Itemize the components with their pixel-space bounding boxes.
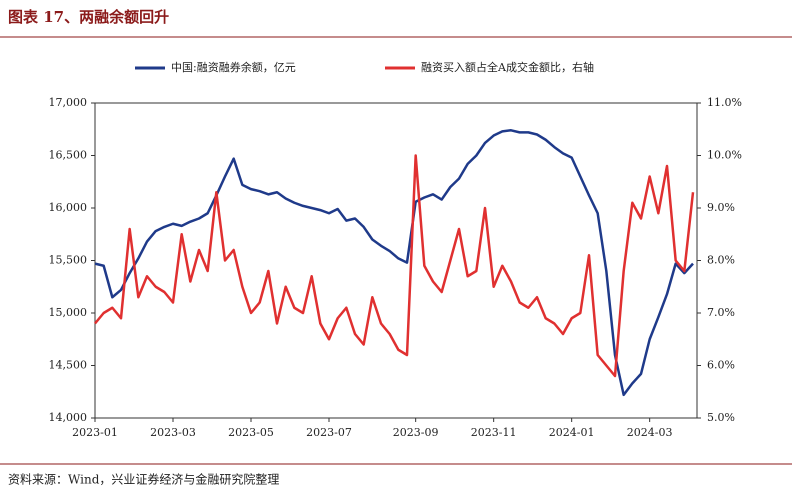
y2-tick-label: 9.0% bbox=[707, 201, 735, 214]
y-tick-label: 14,500 bbox=[49, 359, 88, 372]
x-tick-label: 2023-01 bbox=[72, 426, 118, 439]
x-tick-label: 2024-01 bbox=[549, 426, 595, 439]
x-tick-label: 2023-03 bbox=[150, 426, 196, 439]
y-tick-label: 17,000 bbox=[49, 96, 88, 109]
y-tick-label: 14,000 bbox=[49, 411, 88, 424]
y-tick-label: 16,500 bbox=[49, 149, 88, 162]
y2-tick-label: 8.0% bbox=[707, 254, 735, 267]
y2-tick-label: 11.0% bbox=[707, 96, 742, 109]
legend-label: 中国:融资融券余额，亿元 bbox=[171, 60, 296, 74]
x-tick-label: 2024-03 bbox=[627, 426, 673, 439]
y2-tick-label: 7.0% bbox=[707, 306, 735, 319]
series-line bbox=[94, 129, 694, 397]
y-tick-label: 15,000 bbox=[49, 306, 88, 319]
x-tick-label: 2023-11 bbox=[471, 426, 517, 439]
series-line bbox=[94, 154, 695, 378]
source: 资料来源：Wind，兴业证券经济与金融研究院整理 bbox=[8, 472, 279, 487]
x-tick-label: 2023-07 bbox=[306, 426, 352, 439]
y2-tick-label: 10.0% bbox=[707, 149, 742, 162]
y-tick-label: 15,500 bbox=[49, 254, 88, 267]
x-tick-label: 2023-09 bbox=[393, 426, 439, 439]
y2-tick-label: 6.0% bbox=[707, 359, 735, 372]
y-tick-label: 16,000 bbox=[49, 201, 88, 214]
chart-title: 图表 17、两融余额回升 bbox=[8, 8, 169, 26]
x-tick-label: 2023-05 bbox=[228, 426, 274, 439]
legend-label: 融资买入额占全A成交金额比，右轴 bbox=[421, 60, 594, 74]
y2-tick-label: 5.0% bbox=[707, 411, 735, 424]
